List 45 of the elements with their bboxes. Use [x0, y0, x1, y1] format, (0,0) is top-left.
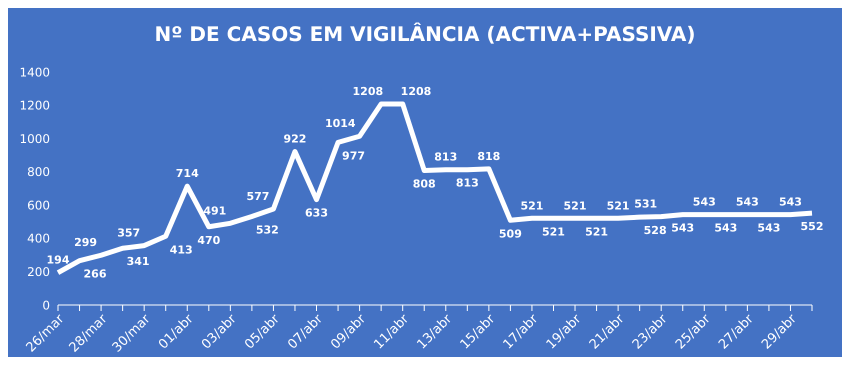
data-label: 266 [84, 268, 107, 281]
data-label: 543 [736, 196, 759, 209]
data-label: 543 [778, 196, 802, 209]
data-label: 1014 [324, 117, 356, 130]
y-tick-label: 600 [27, 198, 50, 212]
data-label: 509 [498, 227, 522, 240]
data-label: 714 [176, 167, 200, 180]
y-tick-label: 1400 [19, 65, 50, 80]
data-label: 521 [606, 199, 630, 212]
y-tick-label: 1200 [19, 98, 50, 113]
data-label: 543 [692, 196, 716, 209]
y-tick-label: 400 [27, 232, 50, 246]
data-label: 818 [477, 150, 500, 163]
data-label: 552 [800, 220, 824, 234]
data-label: 491 [203, 204, 226, 218]
data-label: 531 [634, 198, 658, 211]
data-label: 194 [46, 254, 70, 267]
data-label: 633 [305, 206, 328, 220]
data-label: 543 [714, 222, 738, 235]
data-label: 808 [412, 178, 436, 191]
y-tick-label: 200 [27, 264, 50, 279]
data-label: 413 [170, 243, 193, 256]
data-label: 543 [757, 222, 780, 235]
data-label: 357 [117, 226, 140, 240]
data-label: 470 [197, 234, 221, 247]
data-label: 543 [671, 222, 694, 235]
chart-title: Nº DE CASOS EM VIGILÂNCIA (ACTIVA+PASSIVA) [153, 21, 697, 48]
data-label: 299 [74, 236, 98, 250]
data-label: 813 [434, 150, 458, 164]
data-label: 577 [246, 190, 270, 203]
data-label: 977 [342, 149, 366, 162]
data-label: 813 [456, 176, 479, 190]
data-label: 521 [585, 225, 608, 238]
data-label: 922 [283, 132, 306, 146]
data-label: 341 [126, 255, 150, 268]
data-label: 521 [564, 199, 587, 212]
data-label: 528 [644, 224, 667, 238]
y-tick-label: 0 [42, 298, 50, 312]
data-label: 532 [256, 223, 279, 236]
data-label: 521 [520, 199, 544, 212]
data-label: 1208 [352, 84, 384, 98]
y-tick-label: 1000 [19, 132, 50, 146]
data-label: 1208 [400, 84, 432, 98]
y-tick-label: 800 [27, 165, 50, 180]
data-label: 521 [542, 225, 565, 238]
